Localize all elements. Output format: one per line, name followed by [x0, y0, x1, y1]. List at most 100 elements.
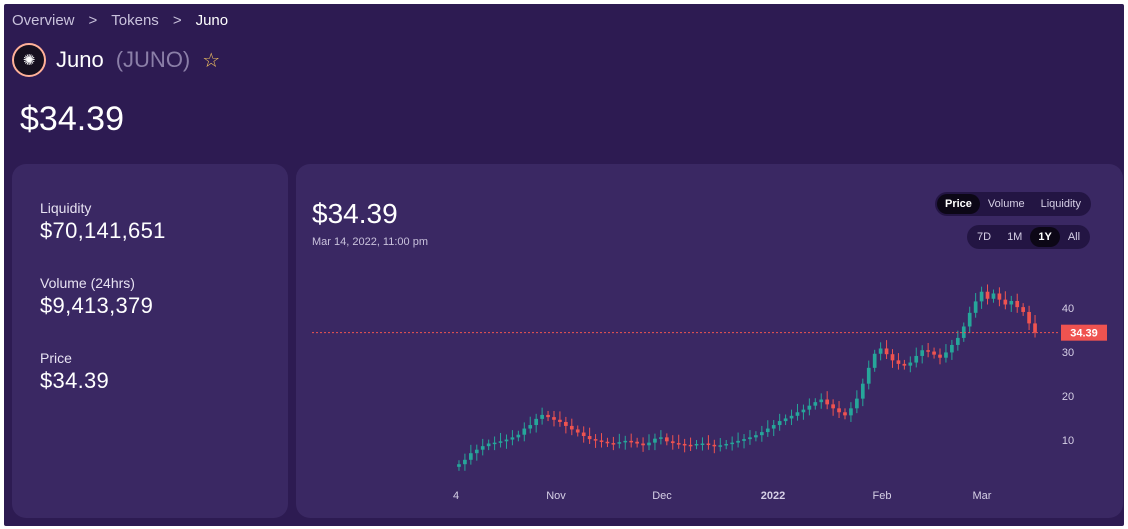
breadcrumb-overview[interactable]: Overview: [12, 11, 75, 29]
range-1m[interactable]: 1M: [1007, 231, 1023, 243]
candle-body: [676, 443, 681, 445]
candle-body: [991, 293, 996, 299]
candle-body: [469, 453, 473, 460]
candle-body: [510, 437, 515, 440]
candle-body: [742, 439, 746, 441]
candle-body: [896, 360, 901, 364]
candle-body: [528, 425, 533, 429]
candle-body: [967, 312, 972, 327]
candle-body: [641, 443, 645, 446]
candle-body: [902, 363, 907, 366]
metric-toggle: Price Volume Liquidity: [935, 192, 1091, 216]
candle-body: [670, 441, 675, 444]
candle-body: [872, 353, 877, 368]
x-tick-label: Feb: [873, 490, 892, 502]
candle-body: [587, 436, 592, 440]
candle-body: [504, 439, 509, 442]
liquidity-value: $70,141,651: [40, 218, 166, 243]
breadcrumb: Overview > Tokens > Juno: [12, 10, 228, 30]
candle-body: [748, 437, 752, 440]
tab-liquidity[interactable]: Liquidity: [1040, 198, 1081, 210]
candle-body: [973, 301, 978, 313]
range-1y[interactable]: 1Y: [1030, 227, 1060, 247]
breadcrumb-tokens[interactable]: Tokens: [111, 11, 159, 29]
candle-body: [944, 352, 948, 358]
candle-body: [795, 412, 800, 416]
candle-body: [474, 449, 479, 454]
candle-body: [581, 432, 586, 437]
candle-body: [516, 434, 521, 438]
candle-body: [1033, 323, 1037, 333]
candle-body: [950, 344, 954, 353]
tab-price[interactable]: Price: [937, 194, 980, 214]
candle-body: [997, 293, 1002, 300]
candle-body: [569, 425, 574, 430]
chevron-right-icon: >: [88, 11, 98, 29]
candle-body: [492, 442, 497, 445]
candle-body: [694, 443, 699, 446]
candle-body: [688, 444, 693, 447]
candle-body: [754, 435, 758, 438]
chart-timestamp: Mar 14, 2022, 11:00 pm: [312, 236, 428, 248]
candle-body: [682, 443, 687, 446]
candle-body: [617, 442, 622, 444]
candle-body: [771, 425, 776, 429]
candle-body: [611, 443, 616, 445]
chevron-right-icon: >: [172, 11, 182, 29]
x-tick-label: Dec: [652, 490, 672, 502]
x-tick-label: Nov: [546, 490, 566, 502]
y-tick-label: 10: [1062, 435, 1074, 447]
candle-body: [920, 350, 925, 356]
range-all[interactable]: All: [1067, 231, 1081, 243]
candle-body: [961, 326, 966, 338]
price-chart[interactable]: 10 20 30 40 4 Nov Dec 2022 Feb Mar 34.39: [296, 164, 1123, 518]
candle-body: [552, 417, 556, 420]
candle-body: [635, 441, 639, 444]
token-price-heading: $34.39: [20, 100, 124, 138]
candle-body: [647, 442, 651, 446]
candle-body: [926, 350, 930, 352]
candle-body: [700, 443, 705, 446]
candle-body: [457, 464, 461, 467]
candle-body: [807, 405, 812, 410]
candle-body: [558, 419, 562, 422]
candle-body: [480, 446, 485, 450]
token-symbol: (JUNO): [115, 47, 191, 72]
current-price-label: 34.39: [1070, 328, 1098, 340]
candle-body: [712, 444, 717, 447]
y-tick-label: 40: [1062, 303, 1074, 315]
candle-body: [765, 428, 770, 433]
volume-stat: Volume (24hrs) $9,413,379: [40, 275, 153, 319]
candle-body: [623, 440, 628, 443]
candle-body: [534, 418, 539, 426]
candle-body: [564, 421, 568, 426]
candle-body: [955, 337, 960, 345]
volume-value: $9,413,379: [40, 293, 154, 318]
candle-body: [522, 428, 527, 435]
volume-label: Volume (24hrs): [40, 275, 135, 291]
tab-volume[interactable]: Volume: [987, 198, 1025, 210]
liquidity-label: Liquidity: [40, 200, 92, 216]
candle-body: [659, 437, 663, 439]
candle-body: [908, 362, 913, 366]
token-logo-icon: ✺: [12, 43, 46, 77]
candle-body: [831, 404, 835, 409]
candle-body: [860, 383, 865, 399]
candle-body: [730, 442, 734, 445]
candle-body: [801, 409, 806, 413]
x-tick-label: 4: [453, 490, 459, 502]
candle-body: [599, 440, 604, 442]
breadcrumb-juno: Juno: [195, 11, 229, 29]
token-header: ✺ Juno (JUNO) ☆: [12, 43, 221, 77]
candle-body: [979, 291, 984, 302]
range-7d[interactable]: 7D: [977, 231, 992, 243]
token-name: Juno: [56, 47, 104, 72]
candle-body: [855, 398, 859, 409]
price-stat: Price $34.39: [40, 350, 109, 394]
candle-body: [849, 408, 853, 416]
candle-body: [664, 437, 669, 442]
candle-body: [890, 354, 895, 361]
candle-body: [486, 443, 491, 447]
y-tick-label: 20: [1062, 391, 1074, 403]
favorite-star-icon[interactable]: ☆: [202, 49, 221, 72]
